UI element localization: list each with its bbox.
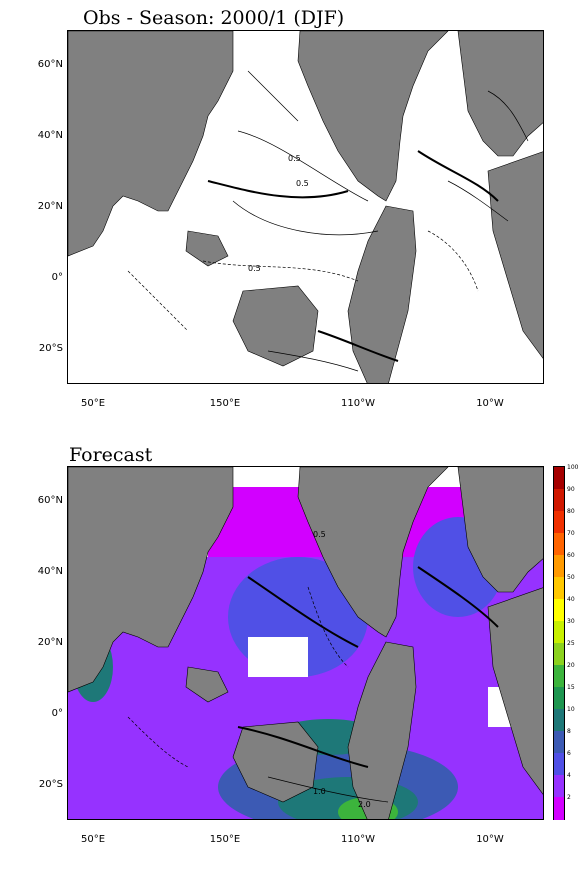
colorbar-label: 30	[567, 618, 575, 625]
obs-map-canvas: 0.5 0.5 0.5	[68, 31, 543, 383]
forecast-map: 0.5 1.0 2.0	[67, 466, 544, 820]
colorbar-swatch	[554, 533, 564, 556]
forecast-lon-label: 50°E	[80, 834, 106, 845]
west-africa-landmass	[487, 151, 543, 359]
colorbar-swatch	[554, 599, 564, 622]
colorbar-label: 70	[567, 530, 575, 537]
colorbar-label: 60	[567, 552, 575, 559]
colorbar-swatch	[554, 489, 564, 512]
obs-contour-values: 0.5 0.5 0.5	[248, 154, 309, 273]
colorbar	[553, 466, 565, 820]
obs-contour-lines	[127, 70, 529, 372]
indonesia-islands	[185, 230, 229, 267]
obs-lat-label: 40°N	[37, 130, 63, 141]
obs-lat-label: 20°S	[38, 343, 63, 354]
obs-lon-label: 10°W	[476, 398, 504, 409]
indonesia-islands	[185, 666, 229, 703]
obs-contour-label: 0.5	[296, 179, 309, 188]
colorbar-swatch	[554, 775, 564, 798]
colorbar-label: 8	[567, 728, 571, 735]
colorbar-swatch	[554, 731, 564, 754]
forecast-lat-label: 20°S	[38, 779, 63, 790]
colorbar-label: 25	[567, 640, 575, 647]
colorbar-swatch	[554, 555, 564, 578]
colorbar-swatch	[554, 797, 564, 820]
colorbar-label: 15	[567, 684, 575, 691]
colorbar-swatch	[554, 665, 564, 688]
colorbar-swatch	[554, 621, 564, 644]
australia-landmass	[232, 285, 319, 367]
australia-landmass	[232, 721, 319, 803]
forecast-contour-label: 1.0	[313, 787, 326, 796]
colorbar-label: 4	[567, 772, 571, 779]
forecast-lat-label: 20°N	[37, 637, 63, 648]
colorbar-swatch	[554, 753, 564, 776]
colorbar-swatch	[554, 643, 564, 666]
colorbar-swatch	[554, 577, 564, 600]
forecast-lon-label: 10°W	[476, 834, 504, 845]
africa-asia-landmass	[68, 467, 234, 693]
obs-lat-label: 60°N	[37, 59, 63, 70]
forecast-contour-label: 0.5	[313, 530, 326, 539]
forecast-lat-label: 60°N	[37, 495, 63, 506]
colorbar-swatch	[554, 511, 564, 534]
south-america-landmass	[347, 641, 417, 819]
obs-lat-label: 0°	[51, 272, 63, 283]
obs-contour-label: 0.5	[288, 154, 301, 163]
africa-asia-landmass	[68, 31, 234, 257]
forecast-map-canvas: 0.5 1.0 2.0	[68, 467, 543, 819]
forecast-contour-label: 2.0	[358, 800, 371, 809]
forecast-lat-label: 0°	[51, 708, 63, 719]
colorbar-label: 100	[567, 464, 579, 471]
colorbar-swatch	[554, 467, 564, 490]
greenland-europe-landmass	[457, 467, 543, 593]
colorbar-label: 40	[567, 596, 575, 603]
obs-panel-title: Obs - Season: 2000/1 (DJF)	[83, 7, 345, 29]
colorbar-label: 2	[567, 794, 571, 801]
forecast-lon-label: 110°W	[341, 834, 375, 845]
obs-map: 0.5 0.5 0.5	[67, 30, 544, 384]
colorbar-label: 90	[567, 486, 575, 493]
forecast-contour-lines	[127, 566, 499, 803]
colorbar-label: 20	[567, 662, 575, 669]
colorbar-swatch	[554, 687, 564, 710]
colorbar-label: 6	[567, 750, 571, 757]
shade-white-gap	[248, 637, 308, 677]
greenland-europe-landmass	[457, 31, 543, 157]
land-masses	[68, 31, 543, 383]
forecast-panel-title: Forecast	[69, 444, 153, 466]
colorbar-label: 50	[567, 574, 575, 581]
forecast-lon-label: 150°E	[209, 834, 241, 845]
west-africa-landmass	[487, 587, 543, 795]
forecast-contour-values: 0.5 1.0 2.0	[313, 530, 371, 809]
colorbar-label: 80	[567, 508, 575, 515]
colorbar-label: 10	[567, 706, 575, 713]
south-america-landmass	[347, 205, 417, 383]
forecast-lat-label: 40°N	[37, 566, 63, 577]
obs-lon-label: 50°E	[80, 398, 106, 409]
north-america-landmass	[297, 31, 449, 202]
north-america-landmass	[297, 467, 449, 638]
colorbar-swatch	[554, 709, 564, 732]
land-masses	[68, 467, 543, 819]
obs-contour-label: 0.5	[248, 264, 261, 273]
obs-lon-label: 150°E	[209, 398, 241, 409]
obs-lat-label: 20°N	[37, 201, 63, 212]
obs-lon-label: 110°W	[341, 398, 375, 409]
